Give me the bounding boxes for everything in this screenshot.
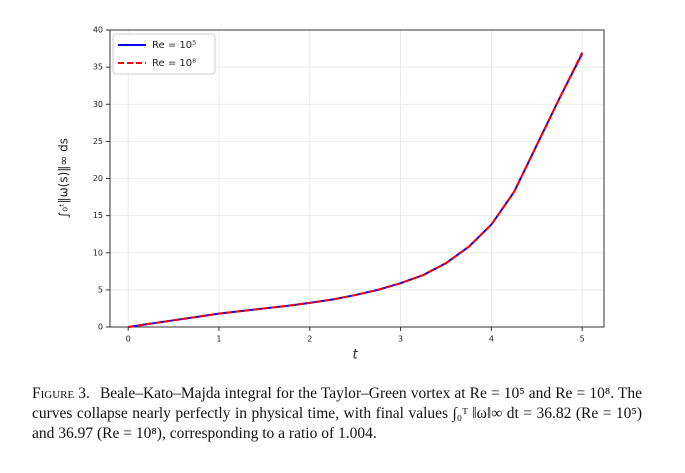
y-tick-label: 0 bbox=[98, 323, 103, 332]
x-label: t bbox=[352, 348, 358, 363]
y-tick-label: 30 bbox=[93, 100, 103, 109]
x-tick-label: 3 bbox=[398, 335, 403, 344]
y-tick-label: 25 bbox=[93, 137, 103, 146]
x-tick-label: 4 bbox=[489, 335, 494, 344]
caption-label: Figure 3. bbox=[32, 385, 90, 402]
y-tick-label: 10 bbox=[93, 248, 103, 257]
x-tick-label: 5 bbox=[580, 335, 585, 344]
x-tick-label: 1 bbox=[216, 335, 221, 344]
legend: Re = 10⁵ Re = 10⁸ bbox=[112, 33, 216, 75]
series-line bbox=[128, 52, 584, 328]
chart: t ∫₀ᵗ‖ω(s)‖∞ ds 0 5 10 15 20 25 30 35 40 0 1 2 3 4 5 R… bbox=[57, 26, 605, 363]
caption: Figure 3. Beale–Kato–Majda integral for t… bbox=[32, 384, 642, 444]
y-tick-label: 40 bbox=[93, 26, 103, 35]
legend-label: Re = 10⁵ bbox=[152, 40, 196, 51]
legend-label: Re = 10⁸ bbox=[152, 58, 196, 69]
y-label: ∫₀ᵗ‖ω(s)‖∞ ds bbox=[57, 138, 71, 218]
caption-text: Beale–Kato–Majda integral for the Taylor… bbox=[32, 385, 642, 442]
y-tick-label: 5 bbox=[98, 285, 103, 294]
y-tick-label: 35 bbox=[93, 63, 103, 72]
y-tick-label: 20 bbox=[93, 174, 103, 183]
x-tick-label: 0 bbox=[126, 335, 131, 344]
x-tick-label: 2 bbox=[307, 335, 312, 344]
y-tick-label: 15 bbox=[93, 211, 103, 220]
